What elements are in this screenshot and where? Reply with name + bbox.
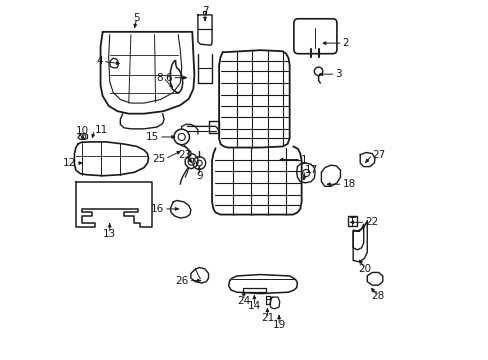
Text: 18: 18: [342, 179, 355, 189]
Text: 9: 9: [196, 171, 202, 181]
Text: 25: 25: [152, 154, 165, 164]
Text: 1: 1: [300, 154, 307, 165]
Text: 11: 11: [94, 125, 107, 135]
Text: 4: 4: [96, 57, 102, 67]
Text: 28: 28: [370, 291, 384, 301]
Text: 5: 5: [133, 13, 140, 23]
Text: 12: 12: [62, 158, 76, 168]
Text: 20: 20: [358, 264, 371, 274]
Text: 8: 8: [157, 73, 163, 83]
Text: 23: 23: [178, 150, 191, 159]
Text: 22: 22: [365, 217, 378, 227]
Text: 17: 17: [305, 165, 318, 175]
Text: 21: 21: [260, 313, 273, 323]
Text: 6: 6: [165, 73, 172, 83]
Text: 15: 15: [145, 132, 159, 142]
Text: 10: 10: [76, 126, 89, 136]
Text: 14: 14: [247, 301, 261, 311]
Text: 27: 27: [371, 150, 385, 159]
Text: 2: 2: [342, 38, 348, 48]
Text: 24: 24: [237, 296, 250, 306]
Text: 19: 19: [272, 320, 285, 330]
Text: 26: 26: [175, 275, 188, 285]
Text: 13: 13: [103, 229, 116, 239]
Text: 3: 3: [335, 69, 342, 79]
Text: 7: 7: [201, 6, 208, 16]
Text: 16: 16: [150, 204, 164, 214]
